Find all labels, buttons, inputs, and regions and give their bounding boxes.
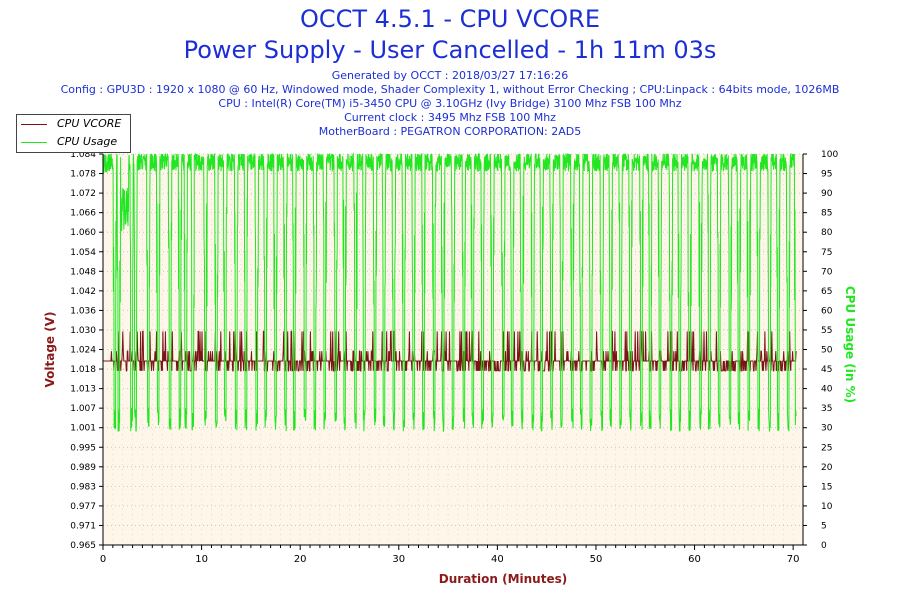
y2-tick-label: 30 xyxy=(821,424,833,434)
x-tick-label: 40 xyxy=(491,554,504,565)
y2-tick-label: 80 xyxy=(821,228,833,238)
y-tick-label: 1.042 xyxy=(70,287,96,297)
y-tick-label: 1.048 xyxy=(70,267,96,277)
x-tick-label: 50 xyxy=(590,554,603,565)
y2-tick-label: 65 xyxy=(821,287,832,297)
legend-swatch-vcore xyxy=(21,124,47,125)
y-tick-label: 0.995 xyxy=(70,443,96,453)
y-tick-label: 1.018 xyxy=(70,365,96,375)
y2-tick-label: 45 xyxy=(821,365,832,375)
y2-tick-label: 75 xyxy=(821,248,832,258)
y-tick-label: 1.030 xyxy=(70,326,96,336)
y-tick-label: 1.036 xyxy=(70,306,96,316)
y-tick-label: 0.971 xyxy=(70,521,96,531)
y-tick-label: 1.013 xyxy=(70,385,96,395)
y2-tick-label: 25 xyxy=(821,443,832,453)
legend-label-vcore: CPU VCORE xyxy=(57,117,122,130)
x-tick-label: 0 xyxy=(100,554,106,565)
y2-tick-label: 20 xyxy=(821,463,833,473)
y-tick-label: 1.054 xyxy=(70,248,96,258)
y2-tick-label: 90 xyxy=(821,189,833,199)
y-tick-label: 0.977 xyxy=(70,502,96,512)
x-axis-label: Duration (Minutes) xyxy=(439,572,567,586)
y-tick-label: 1.078 xyxy=(70,170,96,180)
info-clock: Current clock : 3495 Mhz FSB 100 Mhz xyxy=(344,111,556,124)
info-config: Config : GPU3D : 1920 x 1080 @ 60 Hz, Wi… xyxy=(60,83,840,96)
info-generated: Generated by OCCT : 2018/03/27 17:16:26 xyxy=(331,69,569,82)
y2-axis-label: CPU Usage (in %) xyxy=(843,286,857,403)
chart-title: OCCT 4.5.1 - CPU VCORE xyxy=(299,5,600,33)
y-tick-label: 1.072 xyxy=(70,189,96,199)
y-tick-label: 1.084 xyxy=(70,150,96,160)
x-tick-label: 30 xyxy=(392,554,405,565)
legend-item-vcore: CPU VCORE xyxy=(21,116,131,132)
legend-swatch-usage xyxy=(21,142,47,143)
x-tick-label: 70 xyxy=(787,554,800,565)
info-cpu: CPU : Intel(R) Core(TM) i5-3450 CPU @ 3.… xyxy=(218,97,682,110)
y2-tick-label: 15 xyxy=(821,482,832,492)
y-tick-label: 1.066 xyxy=(70,209,96,219)
legend-label-usage: CPU Usage xyxy=(57,135,118,148)
y2-tick-label: 85 xyxy=(821,209,832,219)
y2-tick-label: 40 xyxy=(821,385,833,395)
y2-tick-label: 50 xyxy=(821,346,833,356)
x-tick-label: 60 xyxy=(688,554,701,565)
info-motherboard: MotherBoard : PEGATRON CORPORATION: 2AD5 xyxy=(318,125,582,138)
y2-tick-label: 95 xyxy=(821,170,832,180)
legend-item-usage: CPU Usage xyxy=(21,134,131,150)
y-tick-label: 1.024 xyxy=(70,346,96,356)
series-line-cpu-usage xyxy=(102,152,797,433)
y2-tick-label: 5 xyxy=(821,521,827,531)
y2-tick-label: 60 xyxy=(821,306,833,316)
x-tick-label: 20 xyxy=(294,554,307,565)
y2-tick-label: 70 xyxy=(821,267,833,277)
y-tick-label: 1.001 xyxy=(70,424,96,434)
y-tick-label: 1.060 xyxy=(70,228,96,238)
y2-tick-label: 55 xyxy=(821,326,832,336)
y-tick-label: 1.007 xyxy=(70,404,96,414)
y2-tick-label: 0 xyxy=(821,541,827,551)
chart-subtitle: Power Supply - User Cancelled - 1h 11m 0… xyxy=(183,36,717,64)
y-axis-label: Voltage (V) xyxy=(43,312,57,388)
y-tick-label: 0.983 xyxy=(70,482,96,492)
y2-tick-label: 35 xyxy=(821,404,832,414)
y-tick-label: 0.989 xyxy=(70,463,96,473)
y-tick-label: 0.965 xyxy=(70,541,96,551)
y2-tick-label: 10 xyxy=(821,502,833,512)
x-tick-label: 10 xyxy=(195,554,208,565)
legend: CPU VCORE CPU Usage xyxy=(16,114,131,153)
y2-tick-label: 100 xyxy=(821,150,838,160)
